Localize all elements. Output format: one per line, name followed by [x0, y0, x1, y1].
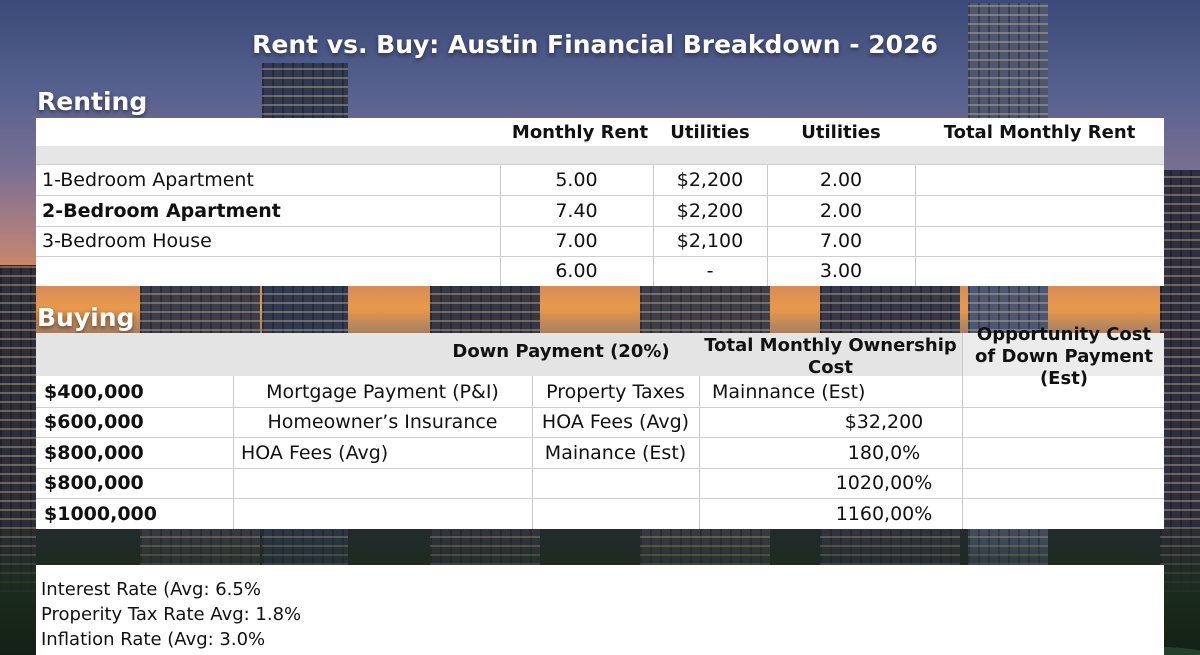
header-opportunity-cost: Opportunity Cost of Down Payment (Est)	[975, 324, 1153, 389]
renting-cell: $2,200	[676, 199, 744, 222]
buying-row-price: $600,000	[44, 411, 144, 433]
renting-table: Monthly Rent Utilities Utilities Total M…	[36, 118, 1164, 286]
renting-cell	[915, 226, 1164, 256]
buying-cell: HOA Fees (Avg)	[241, 441, 389, 464]
renting-row-name: 3-Bedroom House	[42, 230, 212, 252]
buying-cell: Mainance (Est)	[544, 441, 687, 464]
renting-section-label: Renting	[37, 87, 148, 116]
renting-cell	[915, 195, 1164, 226]
buying-cell	[233, 468, 532, 498]
buying-cell	[962, 407, 1164, 437]
header-utilities-2: Utilities	[801, 121, 881, 143]
buying-row-price: $1000,000	[44, 502, 157, 525]
buying-cell	[532, 468, 699, 498]
renting-cell: 7.00	[819, 230, 863, 252]
header-down-payment: Down Payment (20%)	[452, 340, 670, 362]
header-monthly-rent: Monthly Rent	[511, 121, 649, 143]
header-utilities: Utilities	[670, 121, 750, 143]
renting-cell: 2.00	[819, 199, 863, 222]
buying-cell: Mainnance (Est)	[712, 381, 866, 403]
buying-cell	[233, 498, 532, 529]
renting-cell	[915, 256, 1164, 286]
buying-cell: 1020,00%	[835, 472, 933, 494]
assumptions-notes: Interest Rate (Avg: 6.5% Properity Tax R…	[36, 565, 1164, 655]
buying-row-price: $400,000	[44, 381, 144, 403]
buying-section-label: Buying	[37, 303, 135, 332]
renting-cell: 7.00	[555, 230, 598, 252]
buying-cell	[962, 377, 1164, 407]
buying-cell: HOA Fees (Avg)	[541, 411, 690, 433]
renting-row-name: 2-Bedroom Apartment	[42, 199, 281, 222]
renting-cell	[915, 164, 1164, 195]
note-interest-rate: Interest Rate (Avg: 6.5%	[41, 579, 261, 600]
renting-cell: 7.40	[555, 199, 598, 222]
buying-cell: $32,200	[844, 411, 924, 433]
renting-cell: $2,200	[676, 168, 744, 191]
buying-cell	[962, 498, 1164, 529]
buying-cell	[962, 468, 1164, 498]
renting-cell: 2.00	[819, 168, 863, 191]
note-property-tax-rate: Properity Tax Rate Avg: 1.8%	[41, 604, 302, 625]
buying-cell: Mortgage Payment (P&I)	[266, 381, 499, 403]
buying-cell: Property Taxes	[546, 381, 685, 403]
buying-row-price: $800,000	[44, 441, 144, 464]
page-title: Rent vs. Buy: Austin Financial Breakdown…	[252, 30, 938, 59]
buying-cell	[962, 437, 1164, 468]
renting-cell: 3.00	[819, 260, 863, 282]
buying-row-price: $800,000	[44, 472, 144, 494]
note-inflation-rate: Inflation Rate (Avg: 3.0%	[41, 629, 266, 650]
renting-cell: 5.00	[555, 168, 598, 191]
buying-cell: Homeowner’s Insurance	[267, 411, 498, 433]
buying-cell: 180,0%	[847, 441, 921, 464]
renting-cell: $2,100	[676, 230, 744, 252]
renting-row-name: 1-Bedroom Apartment	[42, 168, 254, 191]
renting-cell: -	[706, 260, 714, 282]
header-total-monthly-ownership-cost: Total Monthly Ownership Cost	[704, 335, 957, 378]
buying-cell	[532, 498, 699, 529]
renting-row-name	[42, 256, 492, 286]
buying-cell: 1160,00%	[835, 502, 933, 525]
header-total-monthly-rent: Total Monthly Rent	[943, 121, 1136, 143]
renting-cell: 6.00	[555, 260, 598, 282]
buying-table: Down Payment (20%) Total Monthly Ownersh…	[36, 324, 1164, 529]
